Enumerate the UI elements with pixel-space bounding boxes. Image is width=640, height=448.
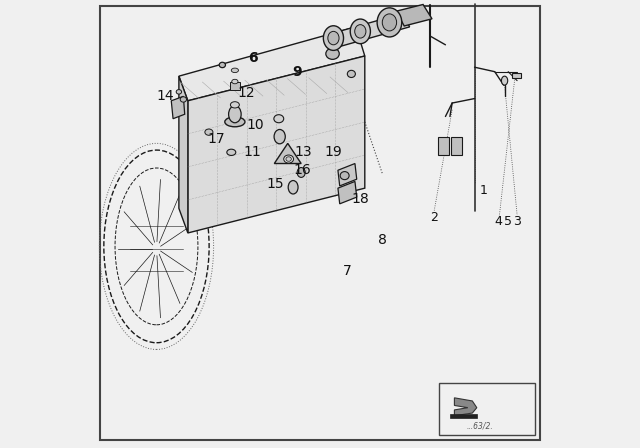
Ellipse shape [284, 155, 294, 163]
Ellipse shape [326, 48, 339, 59]
Text: 6: 6 [248, 51, 258, 65]
Text: 12: 12 [237, 86, 255, 100]
Text: 16: 16 [293, 163, 311, 177]
Ellipse shape [230, 102, 239, 108]
Ellipse shape [228, 106, 241, 123]
Ellipse shape [382, 14, 397, 31]
Polygon shape [338, 181, 356, 204]
Text: 1: 1 [479, 184, 488, 197]
Ellipse shape [176, 90, 182, 94]
Ellipse shape [227, 149, 236, 155]
Ellipse shape [348, 70, 355, 78]
Text: 8: 8 [378, 233, 387, 247]
Polygon shape [396, 4, 432, 26]
Polygon shape [179, 27, 365, 101]
Text: 13: 13 [294, 145, 312, 159]
Bar [450, 414, 477, 418]
Ellipse shape [225, 117, 245, 127]
Text: 3: 3 [513, 215, 521, 228]
Text: 9: 9 [292, 65, 301, 79]
Text: 10: 10 [246, 118, 264, 133]
Ellipse shape [502, 76, 508, 85]
Ellipse shape [297, 168, 305, 177]
Text: 2: 2 [430, 211, 438, 224]
Polygon shape [338, 164, 356, 186]
Polygon shape [332, 13, 410, 47]
Text: 17: 17 [207, 132, 225, 146]
Ellipse shape [288, 181, 298, 194]
Polygon shape [275, 143, 301, 164]
Ellipse shape [231, 68, 239, 73]
Polygon shape [188, 56, 365, 233]
Ellipse shape [340, 172, 349, 180]
Ellipse shape [286, 157, 291, 161]
Ellipse shape [232, 79, 238, 84]
Text: 11: 11 [244, 145, 262, 159]
Ellipse shape [180, 97, 186, 102]
Text: 5: 5 [504, 215, 512, 228]
Text: 15: 15 [266, 177, 284, 191]
Ellipse shape [355, 25, 366, 38]
Polygon shape [454, 398, 477, 416]
Text: 4: 4 [494, 215, 502, 228]
Text: 7: 7 [342, 264, 351, 278]
Text: 19: 19 [324, 145, 342, 159]
Bar [438, 137, 449, 155]
Polygon shape [172, 96, 185, 119]
Ellipse shape [328, 31, 339, 45]
Text: 18: 18 [351, 192, 369, 207]
Ellipse shape [274, 129, 285, 144]
Bar [230, 82, 240, 90]
Text: ...63/2.: ...63/2. [467, 422, 493, 431]
Ellipse shape [205, 129, 213, 135]
Bar [451, 137, 463, 155]
Ellipse shape [377, 8, 402, 37]
Polygon shape [179, 76, 188, 233]
Ellipse shape [219, 62, 225, 68]
Ellipse shape [350, 19, 371, 43]
Ellipse shape [274, 115, 284, 123]
Text: 14: 14 [157, 89, 174, 103]
Bar [512, 73, 521, 78]
Ellipse shape [323, 26, 344, 50]
Bar [439, 383, 535, 435]
